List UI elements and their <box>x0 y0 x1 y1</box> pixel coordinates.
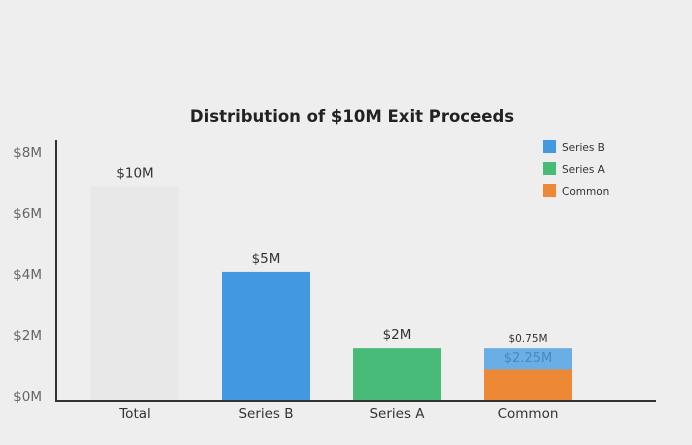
chart-title: Distribution of $10M Exit Proceeds <box>190 107 514 126</box>
legend-label: Series B <box>562 142 605 154</box>
x-tick-label: Common <box>498 406 559 422</box>
y-tick-label: $4M <box>13 267 42 283</box>
y-tick-label: $6M <box>13 206 42 222</box>
bar-total-segment <box>91 186 179 400</box>
y-tick-label: $0M <box>13 389 42 405</box>
x-tick-label: Series B <box>238 406 293 422</box>
bar-series-a-segment <box>353 348 441 400</box>
bar-series-b-segment <box>222 271 310 400</box>
bar-inner-label: $2.25M <box>504 351 552 366</box>
legend-swatch <box>543 140 556 153</box>
bar-value-label: $0.75M <box>508 333 547 345</box>
x-tick-label: Total <box>118 406 151 422</box>
legend-swatch <box>543 162 556 175</box>
legend-label: Common <box>562 186 609 198</box>
bar-common-segment <box>484 369 572 400</box>
y-tick-label: $2M <box>13 328 42 344</box>
bar-value-label: $10M <box>116 166 153 182</box>
x-tick-label: Series A <box>369 406 425 422</box>
bar-value-label: $5M <box>252 251 281 267</box>
bar-value-label: $2M <box>383 327 412 343</box>
y-tick-label: $8M <box>13 145 42 161</box>
legend-swatch <box>543 184 556 197</box>
bar-common-segment <box>484 348 572 370</box>
legend-label: Series A <box>562 164 606 176</box>
